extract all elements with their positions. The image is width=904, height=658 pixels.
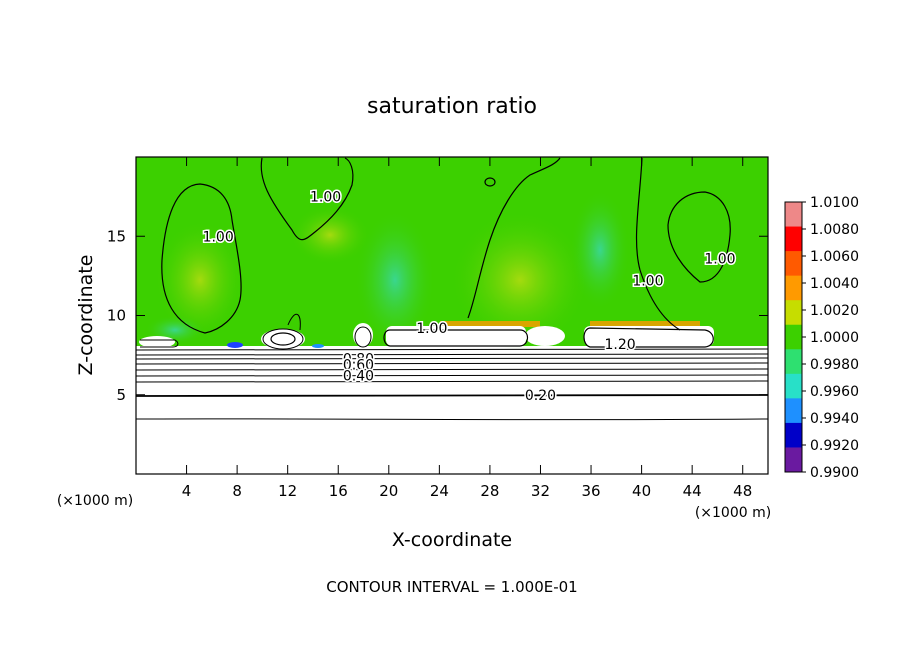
x-tick-label: 40 (632, 482, 651, 500)
contour-1-00-right2 (667, 191, 731, 283)
colorbar-tick-label: 1.0100 (810, 195, 859, 211)
x-unit-right: (×1000 m) (695, 505, 771, 521)
x-axis: 4 8 12 16 20 24 28 32 36 40 44 48 (182, 157, 752, 500)
contour-cloud-1 (383, 329, 529, 347)
plot-field (136, 157, 768, 474)
colorbar-swatch (785, 422, 802, 448)
colorbar-swatch (785, 300, 802, 326)
x-tick-label: 44 (683, 482, 702, 500)
x-tick-label: 36 (581, 482, 600, 500)
x-tick-label: 28 (480, 482, 499, 500)
colorbar: 1.0100 1.0080 1.0060 1.0040 1.0020 1.0000 0.99… (784, 195, 859, 481)
x-tick-label: 24 (430, 482, 449, 500)
contour-label: 0.60 (343, 358, 374, 374)
contour-base-9 (136, 418, 768, 421)
colorbar-swatch (785, 226, 802, 252)
contour-label: 0.40 (343, 369, 374, 385)
colorbar-tick-label: 1.0040 (810, 276, 859, 292)
contour-base-2 (136, 353, 768, 356)
colorbar-swatch (785, 202, 802, 228)
contour-base-1 (136, 348, 768, 351)
y-tick-label: 15 (107, 227, 126, 245)
x-tick-label: 48 (733, 482, 752, 500)
colorbar-swatch (785, 275, 802, 301)
colorbar-tick-label: 1.0080 (810, 222, 859, 238)
contour-1-00-left (161, 183, 242, 334)
field-blue-spot-2 (312, 344, 324, 348)
contour-cloud-2 (583, 327, 714, 348)
x-axis-label: X-coordinate (392, 529, 512, 551)
y-axis: 5 10 15 (107, 227, 768, 404)
colorbar-tick-label: 1.0060 (810, 249, 859, 265)
contour-label: 1.20 (605, 337, 636, 353)
contour-base-7 (136, 380, 768, 383)
cloud-white-6 (525, 326, 565, 346)
y-axis-label: Z-coordinate (75, 255, 97, 376)
x-tick-label: 8 (232, 482, 242, 500)
x-tick-label: 12 (278, 482, 297, 500)
contour-label: 1.00 (203, 229, 234, 245)
field-blue-spot-1 (227, 342, 243, 348)
contour-label: 1.00 (704, 251, 735, 267)
contour-1-00-top (260, 157, 354, 241)
colorbar-swatch (785, 447, 802, 473)
colorbar-swatch (785, 373, 802, 399)
contour-label: 1.00 (632, 274, 663, 290)
field-patch-cyan-2 (570, 190, 630, 310)
cloud-white-1 (386, 326, 526, 346)
colorbar-tick-label: 1.0000 (810, 330, 859, 346)
x-tick-label: 32 (531, 482, 550, 500)
x-tick-label: 20 (379, 482, 398, 500)
contour-label: 0.20 (525, 388, 556, 404)
field-orange-band-2 (590, 321, 700, 327)
contour-label: 0.80 (343, 351, 374, 367)
field-patch-cyan-1 (355, 210, 435, 350)
contour-base-3 (136, 357, 768, 360)
contour-base-8 (136, 394, 768, 397)
contour-cloud-5 (140, 339, 179, 348)
y-tick-label: 5 (116, 386, 126, 404)
colorbar-swatch (785, 251, 802, 277)
contour-lines (136, 157, 768, 421)
contour-labels: 1.00 1.00 1.00 1.00 1.00 1.20 0.800.600.40 0.20 (201, 188, 737, 405)
colorbar-swatch (785, 349, 802, 375)
contour-base-6 (136, 374, 768, 377)
contour-cloud-3 (270, 332, 296, 346)
contour-label: 1.00 (310, 190, 341, 206)
contour-base-5 (136, 368, 768, 371)
colorbar-tick-label: 0.9940 (810, 411, 859, 427)
x-tick-label: 4 (182, 482, 192, 500)
field-patch-yellow-2 (450, 210, 590, 350)
field-patch-yellow-3 (290, 205, 370, 265)
contour-cloud-4 (354, 326, 372, 348)
colorbar-tick-label: 0.9980 (810, 357, 859, 373)
cloud-white-2 (584, 326, 714, 346)
cloud-white-3 (261, 329, 305, 349)
colorbar-tick-label: 0.9920 (810, 438, 859, 454)
y-tick-label: 10 (107, 307, 126, 325)
colorbar-tick-label: 1.0020 (810, 303, 859, 319)
x-unit-left: (×1000 m) (57, 493, 133, 509)
field-orange-band (440, 321, 540, 327)
contour-base-4 (136, 362, 768, 365)
footer-contour-interval: CONTOUR INTERVAL = 1.000E-01 (326, 578, 577, 596)
contour-cloud-6 (287, 313, 301, 331)
colorbar-tick-label: 0.9960 (810, 384, 859, 400)
colorbar-swatch (785, 398, 802, 424)
cloud-white-5 (139, 336, 175, 348)
contour-1-00-mid (467, 157, 561, 319)
contour-label: 1.00 (416, 321, 447, 337)
colorbar-swatch (785, 324, 802, 350)
chart-title: saturation ratio (367, 94, 537, 119)
field-patch-yellow-1 (155, 220, 245, 340)
contour-1-00-right1 (635, 157, 681, 331)
x-tick-label: 16 (329, 482, 348, 500)
contour-cloud-3b (262, 328, 304, 350)
colorbar-tick-label: 0.9900 (810, 465, 859, 481)
contour-small-loop (484, 177, 496, 187)
